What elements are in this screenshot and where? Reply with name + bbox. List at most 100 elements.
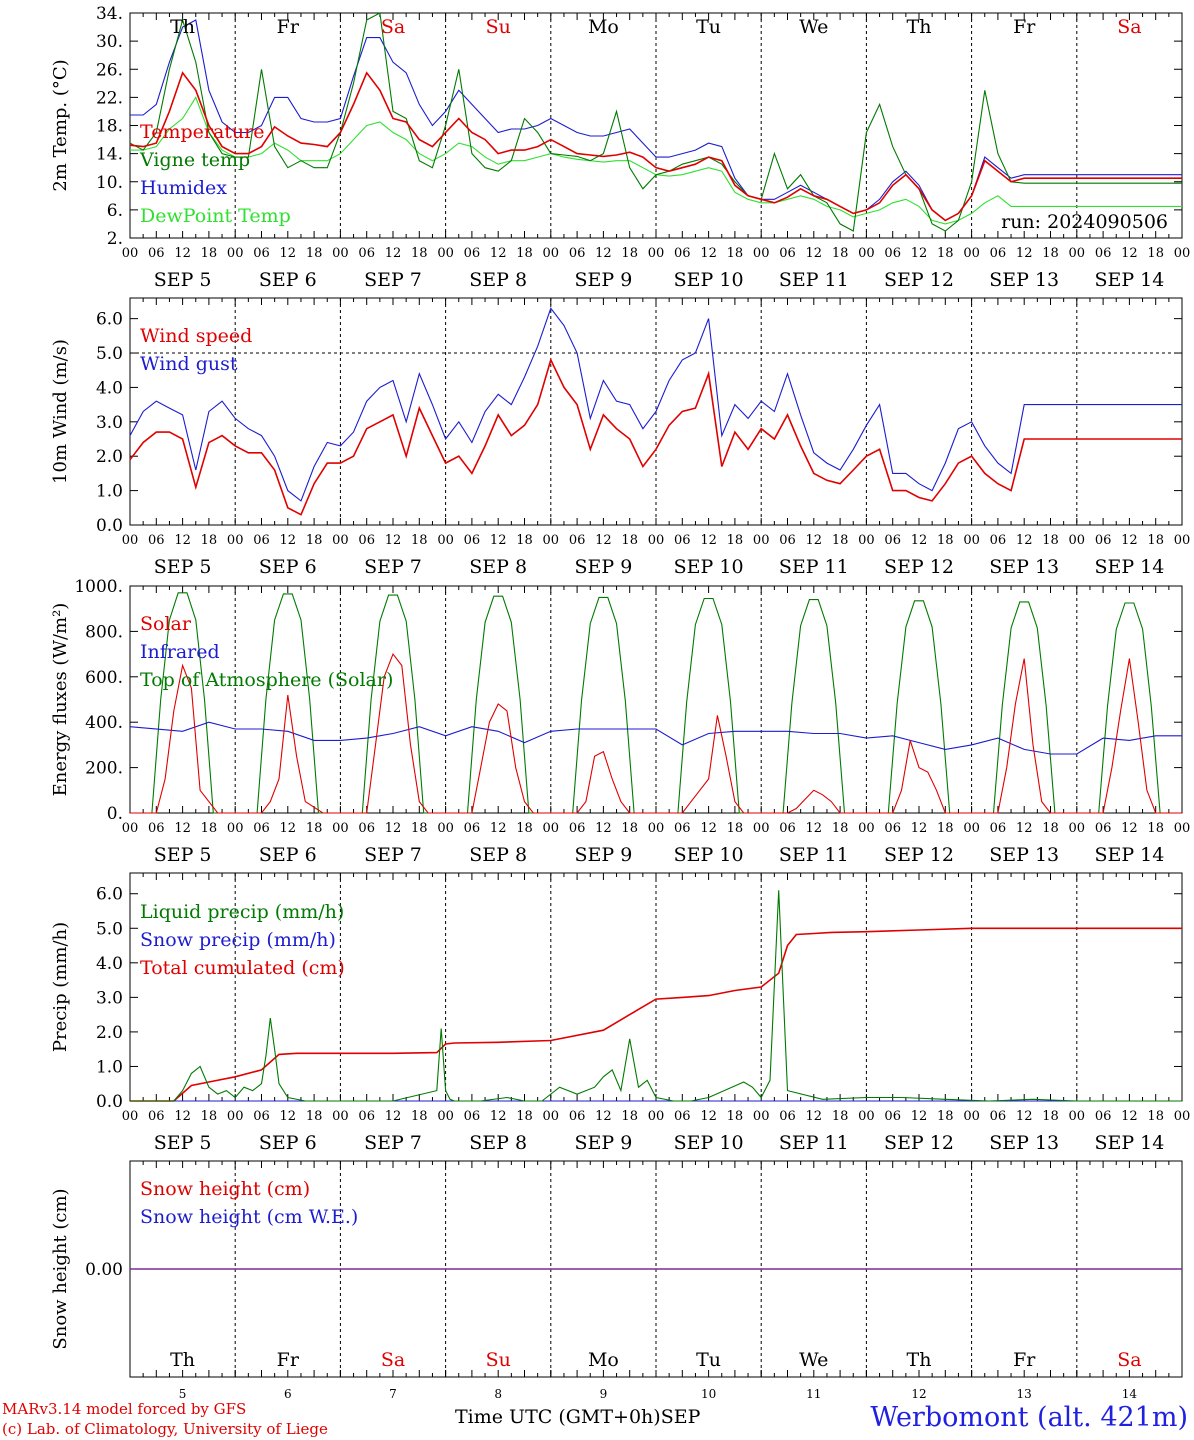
hour-tick-label: 18	[516, 821, 533, 836]
y-axis-label: Precip (mm/h)	[50, 922, 71, 1052]
y-tick-label: 2.0	[96, 1023, 123, 1043]
hour-tick-label: 12	[174, 1109, 191, 1124]
hour-tick-label: 12	[1016, 533, 1033, 548]
hour-tick-label: 06	[253, 246, 270, 261]
y-tick-label: 400.	[85, 713, 123, 733]
legend-entry: Snow height (cm)	[140, 1178, 310, 1200]
legend-entry: Infrared	[140, 641, 220, 663]
hour-tick-label: 18	[832, 246, 849, 261]
hour-tick-label: 12	[911, 246, 928, 261]
hour-tick-label: 00	[1069, 246, 1086, 261]
hour-tick-label: 12	[490, 533, 507, 548]
hour-tick-label: 18	[306, 246, 323, 261]
hour-tick-label: 12	[1016, 1109, 1033, 1124]
hour-tick-label: 06	[358, 1109, 375, 1124]
series-line	[129, 357, 1182, 516]
hour-tick-label: 12	[1121, 246, 1138, 261]
y-tick-label: 4.0	[96, 954, 123, 974]
date-label: SEP 7	[364, 556, 422, 578]
hour-tick-label: 18	[1042, 533, 1059, 548]
date-label: SEP 7	[364, 844, 422, 866]
y-tick-label: 1.0	[96, 482, 123, 502]
weekday-label: Th	[907, 1349, 932, 1371]
date-label: SEP 7	[364, 1132, 422, 1154]
hour-tick-label: 06	[674, 533, 691, 548]
date-label: SEP 11	[779, 556, 849, 578]
y-tick-label: 18.	[96, 117, 123, 137]
date-label: SEP 12	[884, 269, 954, 291]
hour-tick-label: 18	[1042, 821, 1059, 836]
hour-tick-label: 00	[963, 1109, 980, 1124]
hour-tick-label: 06	[1095, 533, 1112, 548]
hour-tick-label: 12	[700, 246, 717, 261]
x-axis-month: SEP	[660, 1406, 701, 1428]
hour-tick-label: 06	[569, 1109, 586, 1124]
weekday-label: Tu	[696, 16, 721, 38]
weekday-label: Tu	[696, 1349, 721, 1371]
legend-entry: Snow precip (mm/h)	[140, 929, 336, 951]
date-label: SEP 8	[469, 556, 527, 578]
hour-tick-label: 06	[569, 533, 586, 548]
hour-tick-label: 12	[700, 1109, 717, 1124]
hour-tick-label: 00	[332, 821, 349, 836]
hour-tick-label: 06	[990, 533, 1007, 548]
hour-tick-label: 18	[201, 821, 218, 836]
date-label: SEP 12	[884, 556, 954, 578]
hour-tick-label: 12	[806, 1109, 823, 1124]
hour-tick-label: 00	[1069, 821, 1086, 836]
hour-tick-label: 00	[1174, 821, 1191, 836]
hour-tick-label: 00	[437, 533, 454, 548]
date-number-label: 14	[1122, 1387, 1138, 1401]
date-label: SEP 5	[154, 844, 212, 866]
hour-tick-label: 00	[332, 1109, 349, 1124]
hour-tick-label: 18	[1147, 533, 1164, 548]
y-tick-label: 10.	[96, 173, 123, 193]
y-tick-label: 0.0	[96, 1092, 123, 1112]
hour-tick-label: 06	[253, 533, 270, 548]
hour-tick-label: 06	[990, 1109, 1007, 1124]
date-number-label: 9	[600, 1387, 608, 1401]
hour-tick-label: 18	[832, 533, 849, 548]
hour-tick-label: 00	[543, 821, 560, 836]
date-label: SEP 6	[259, 1132, 317, 1154]
hour-tick-label: 18	[832, 1109, 849, 1124]
hour-tick-label: 00	[648, 246, 665, 261]
date-label: SEP 5	[154, 1132, 212, 1154]
hour-tick-label: 12	[385, 246, 402, 261]
hour-tick-label: 12	[806, 246, 823, 261]
hour-tick-label: 12	[806, 821, 823, 836]
y-tick-label: 2.	[107, 229, 123, 249]
hour-tick-label: 12	[174, 533, 191, 548]
hour-tick-label: 12	[595, 821, 612, 836]
legend-entry: Liquid precip (mm/h)	[140, 901, 344, 923]
hour-tick-label: 06	[464, 1109, 481, 1124]
hour-tick-label: 00	[963, 821, 980, 836]
y-tick-label: 2.0	[96, 447, 123, 467]
date-label: SEP 7	[364, 269, 422, 291]
hour-tick-label: 06	[148, 821, 165, 836]
hour-tick-label: 00	[963, 246, 980, 261]
hour-tick-label: 18	[832, 821, 849, 836]
hour-tick-label: 12	[1121, 533, 1138, 548]
date-label: SEP 8	[469, 1132, 527, 1154]
date-number-label: 7	[389, 1387, 397, 1401]
hour-tick-label: 00	[437, 1109, 454, 1124]
hour-tick-label: 06	[358, 533, 375, 548]
y-axis-label: 2m Temp. (°C)	[50, 59, 71, 191]
legend-entry: Wind gust	[140, 353, 238, 375]
weekday-label: Sa	[1117, 1349, 1141, 1371]
hour-tick-label: 06	[569, 246, 586, 261]
hour-tick-label: 18	[516, 246, 533, 261]
date-label: SEP 12	[884, 1132, 954, 1154]
hour-tick-label: 06	[884, 821, 901, 836]
y-tick-label: 600.	[85, 668, 123, 688]
y-tick-label: 3.0	[96, 988, 123, 1008]
hour-tick-label: 18	[411, 533, 428, 548]
hour-tick-label: 06	[884, 533, 901, 548]
hour-tick-label: 12	[1121, 821, 1138, 836]
hour-tick-label: 18	[306, 1109, 323, 1124]
weekday-label: Fr	[277, 16, 300, 38]
y-tick-label: 0.	[107, 804, 123, 824]
hour-tick-label: 18	[411, 1109, 428, 1124]
legend-entry: Humidex	[140, 177, 227, 199]
